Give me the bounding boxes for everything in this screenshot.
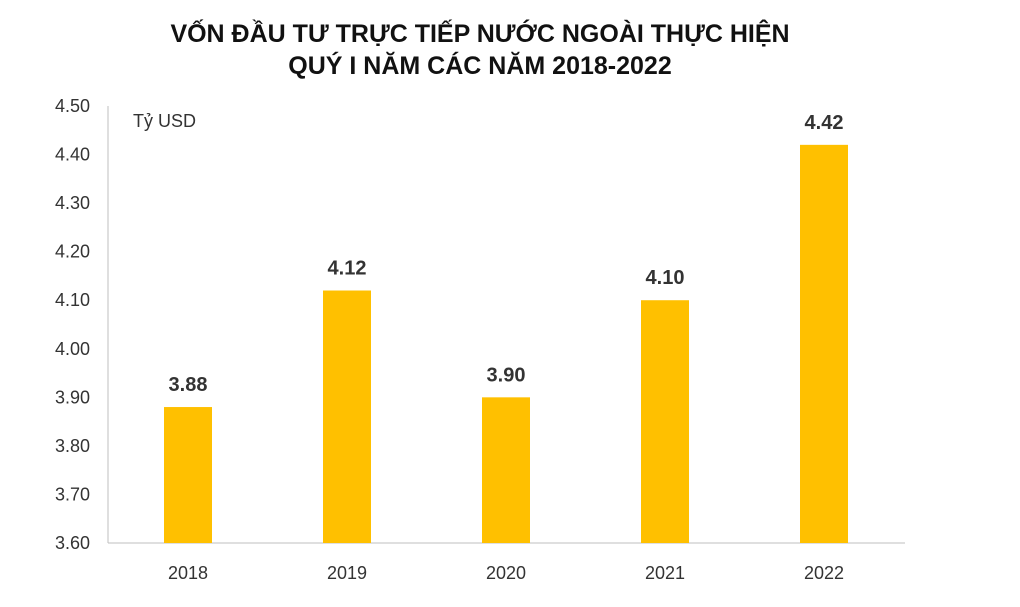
y-tick-label: 3.90 <box>55 387 90 407</box>
bar-2018 <box>164 407 212 543</box>
x-tick-label-2021: 2021 <box>645 563 685 583</box>
data-label-2021: 4.10 <box>646 267 685 289</box>
data-labels: 3.88 4.12 3.90 4.10 4.42 <box>169 112 844 396</box>
data-label-2018: 3.88 <box>169 374 208 396</box>
bars <box>164 144 848 543</box>
chart-title-line-2: QUÝ I NĂM CÁC NĂM 2018-2022 <box>288 52 672 80</box>
data-label-2019: 4.12 <box>328 258 367 280</box>
y-tick-label: 3.70 <box>55 484 90 504</box>
bar-2022 <box>800 144 848 543</box>
y-tick-label: 3.60 <box>55 533 90 553</box>
y-tick-label: 3.80 <box>55 436 90 456</box>
y-tick-label: 4.30 <box>55 193 90 213</box>
y-tick-label: 4.10 <box>55 290 90 310</box>
bar-2019 <box>323 290 371 543</box>
bar-2021 <box>641 300 689 543</box>
x-axis-labels: 2018 2019 2020 2021 2022 <box>168 563 844 583</box>
y-axis-ticks: 3.60 3.70 3.80 3.90 4.00 4.10 4.20 4.30 4.40 4.50 <box>55 96 90 553</box>
data-label-2020: 3.90 <box>487 364 526 386</box>
x-tick-label-2020: 2020 <box>486 563 526 583</box>
chart-title: VỐN ĐẦU TƯ TRỰC TIẾP NƯỚC NGOÀI THỰC HIỆ… <box>0 18 960 82</box>
x-tick-label-2022: 2022 <box>804 563 844 583</box>
y-tick-label: 4.40 <box>55 145 90 165</box>
bar-2020 <box>482 397 530 543</box>
y-tick-label: 4.00 <box>55 339 90 359</box>
chart-title-line-1: VỐN ĐẦU TƯ TRỰC TIẾP NƯỚC NGOÀI THỰC HIỆ… <box>170 20 790 48</box>
data-label-2022: 4.42 <box>805 112 844 134</box>
x-tick-label-2019: 2019 <box>327 563 367 583</box>
x-tick-label-2018: 2018 <box>168 563 208 583</box>
y-tick-label: 4.20 <box>55 242 90 262</box>
y-tick-label: 4.50 <box>55 96 90 116</box>
y-axis-unit-label: Tỷ USD <box>133 111 196 131</box>
